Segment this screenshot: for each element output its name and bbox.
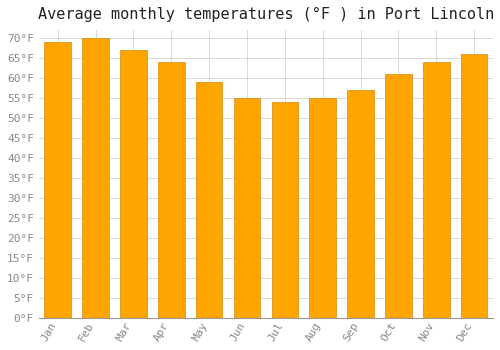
Bar [196,82,222,318]
Bar [461,54,487,318]
Bar [44,42,71,318]
Bar [82,38,109,318]
Bar [423,62,450,318]
Bar [385,74,411,318]
Title: Average monthly temperatures (°F ) in Port Lincoln: Average monthly temperatures (°F ) in Po… [38,7,494,22]
Bar [158,62,184,318]
Bar [120,50,146,318]
Bar [272,102,298,318]
Bar [234,98,260,318]
Bar [348,90,374,318]
Bar [310,98,336,318]
